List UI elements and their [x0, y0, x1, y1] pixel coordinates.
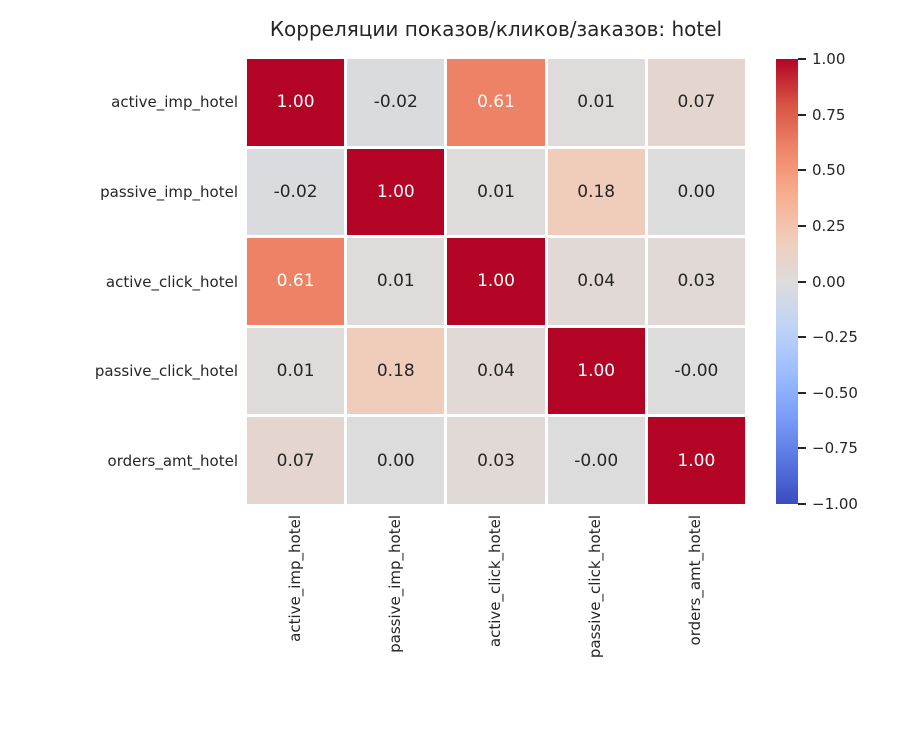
colorbar-tick-mark-7 [798, 447, 806, 450]
colorbar-tick-label-3: 0.25 [812, 216, 846, 235]
colorbar-tick-mark-2 [798, 169, 806, 172]
x-tick-label-active-click-hotel: active_click_hotel [486, 515, 504, 648]
heatmap-cell-r4c2: 0.03 [447, 417, 545, 504]
heatmap-matrix: 1.00 -0.02 0.61 0.01 0.07 -0.02 1.00 0.01 0.18 0.… [247, 59, 745, 504]
colorbar-gradient [776, 59, 798, 504]
heatmap-cell-r2c2: 1.00 [447, 238, 545, 325]
heatmap-cell-r1c4: 0.00 [647, 148, 745, 236]
colorbar-tick-label-1: 0.75 [812, 105, 846, 124]
colorbar-tick-label-6: −0.50 [812, 383, 858, 402]
heatmap-cell-r3c3: 1.00 [547, 327, 645, 415]
colorbar-tick-label-7: −0.75 [812, 439, 858, 458]
colorbar-tick-mark-0 [798, 58, 806, 60]
x-tick-label-passive-imp-hotel: passive_imp_hotel [386, 515, 404, 653]
heatmap-cell-r1c2: 0.01 [447, 148, 545, 236]
heatmap-cell-r4c0: 0.07 [247, 417, 345, 504]
colorbar-tick-label-8: −1.00 [812, 495, 858, 513]
heatmap-cell-r2c4: 0.03 [647, 238, 745, 325]
colorbar-tick-label-2: 0.50 [812, 161, 846, 180]
heatmap-cell-r0c2: 0.61 [447, 59, 545, 146]
heatmap-cell-r2c3: 0.04 [547, 238, 645, 325]
y-tick-label-active-click-hotel: active_click_hotel [105, 273, 238, 291]
x-tick-label-orders-amt-hotel: orders_amt_hotel [686, 515, 704, 646]
y-tick-label-active-imp-hotel: active_imp_hotel [111, 93, 238, 111]
colorbar-tick-label-5: −0.25 [812, 328, 858, 347]
colorbar-tick-mark-4 [798, 280, 806, 283]
heatmap-cell-r0c0: 1.00 [247, 59, 345, 146]
heatmap-cell-r4c4: 1.00 [647, 417, 745, 504]
heatmap-cell-r2c0: 0.61 [247, 238, 345, 325]
heatmap-cell-r3c1: 0.18 [347, 327, 445, 415]
colorbar-tick-mark-3 [798, 224, 806, 227]
colorbar-tick-mark-5 [798, 336, 806, 339]
heatmap-cell-r1c1: 1.00 [347, 148, 445, 236]
heatmap-cell-r0c3: 0.01 [547, 59, 645, 146]
heatmap-cell-r4c1: 0.00 [347, 417, 445, 504]
colorbar-tick-mark-6 [798, 391, 806, 394]
heatmap-cell-r0c1: -0.02 [347, 59, 445, 146]
heatmap-cell-r3c4: -0.00 [647, 327, 745, 415]
y-tick-label-passive-click-hotel: passive_click_hotel [94, 362, 238, 380]
colorbar-tick-label-0: 1.00 [812, 50, 846, 68]
heatmap-cell-r3c2: 0.04 [447, 327, 545, 415]
y-tick-label-passive-imp-hotel: passive_imp_hotel [100, 183, 238, 201]
heatmap-cell-r0c4: 0.07 [647, 59, 745, 146]
heatmap-cell-r2c1: 0.01 [347, 238, 445, 325]
x-tick-label-passive-click-hotel: passive_click_hotel [586, 515, 604, 659]
chart-title: Корреляции показов/кликов/заказов: hotel [269, 17, 723, 41]
x-tick-label-active-imp-hotel: active_imp_hotel [286, 515, 304, 642]
heatmap-cell-r1c3: 0.18 [547, 148, 645, 236]
heatmap-cell-r3c0: 0.01 [247, 327, 345, 415]
heatmap-cell-r1c0: -0.02 [247, 148, 345, 236]
colorbar-tick-label-4: 0.00 [812, 272, 846, 291]
y-tick-label-orders-amt-hotel: orders_amt_hotel [107, 452, 238, 470]
colorbar-tick-mark-8 [798, 503, 806, 505]
heatmap-cell-r4c3: -0.00 [547, 417, 645, 504]
colorbar-tick-mark-1 [798, 113, 806, 116]
